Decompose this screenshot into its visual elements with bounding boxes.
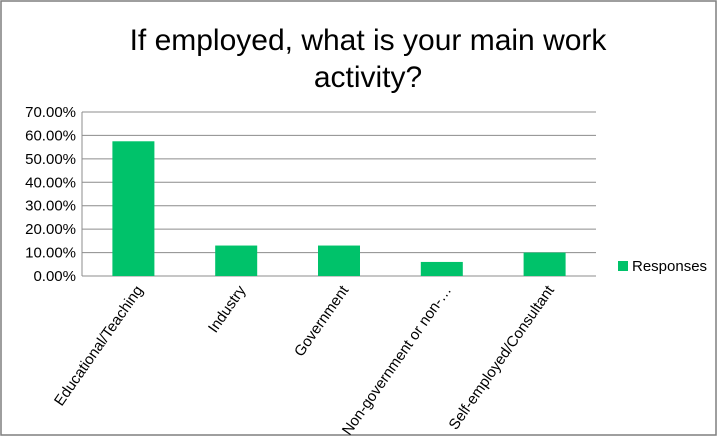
y-tick-label: 0.00% [33,268,76,285]
legend: Responses [618,258,707,275]
legend-label-responses: Responses [632,258,707,275]
bar [523,252,566,276]
chart-title-line-2: activity? [314,61,422,94]
bar [420,261,463,276]
bar [215,245,258,276]
bar [318,245,360,276]
bar [112,141,155,276]
gridlines [81,111,596,277]
y-tick-label: 60.00% [25,127,76,144]
legend-swatch-responses [618,261,628,271]
y-tick-labels: 0.00% 10.00% 20.00% 30.00% 40.00% 50.00% 60.00… [25,104,76,285]
y-tick-label: 10.00% [25,245,76,262]
chart-title-line-1: If employed, what is your main work [130,24,608,57]
y-tick-label: 20.00% [25,221,76,238]
y-tick-label: 30.00% [25,198,76,215]
bars [112,141,566,276]
y-tick-label: 70.00% [25,104,76,121]
y-tick-label: 40.00% [25,174,76,191]
y-tick-label: 50.00% [25,151,76,168]
